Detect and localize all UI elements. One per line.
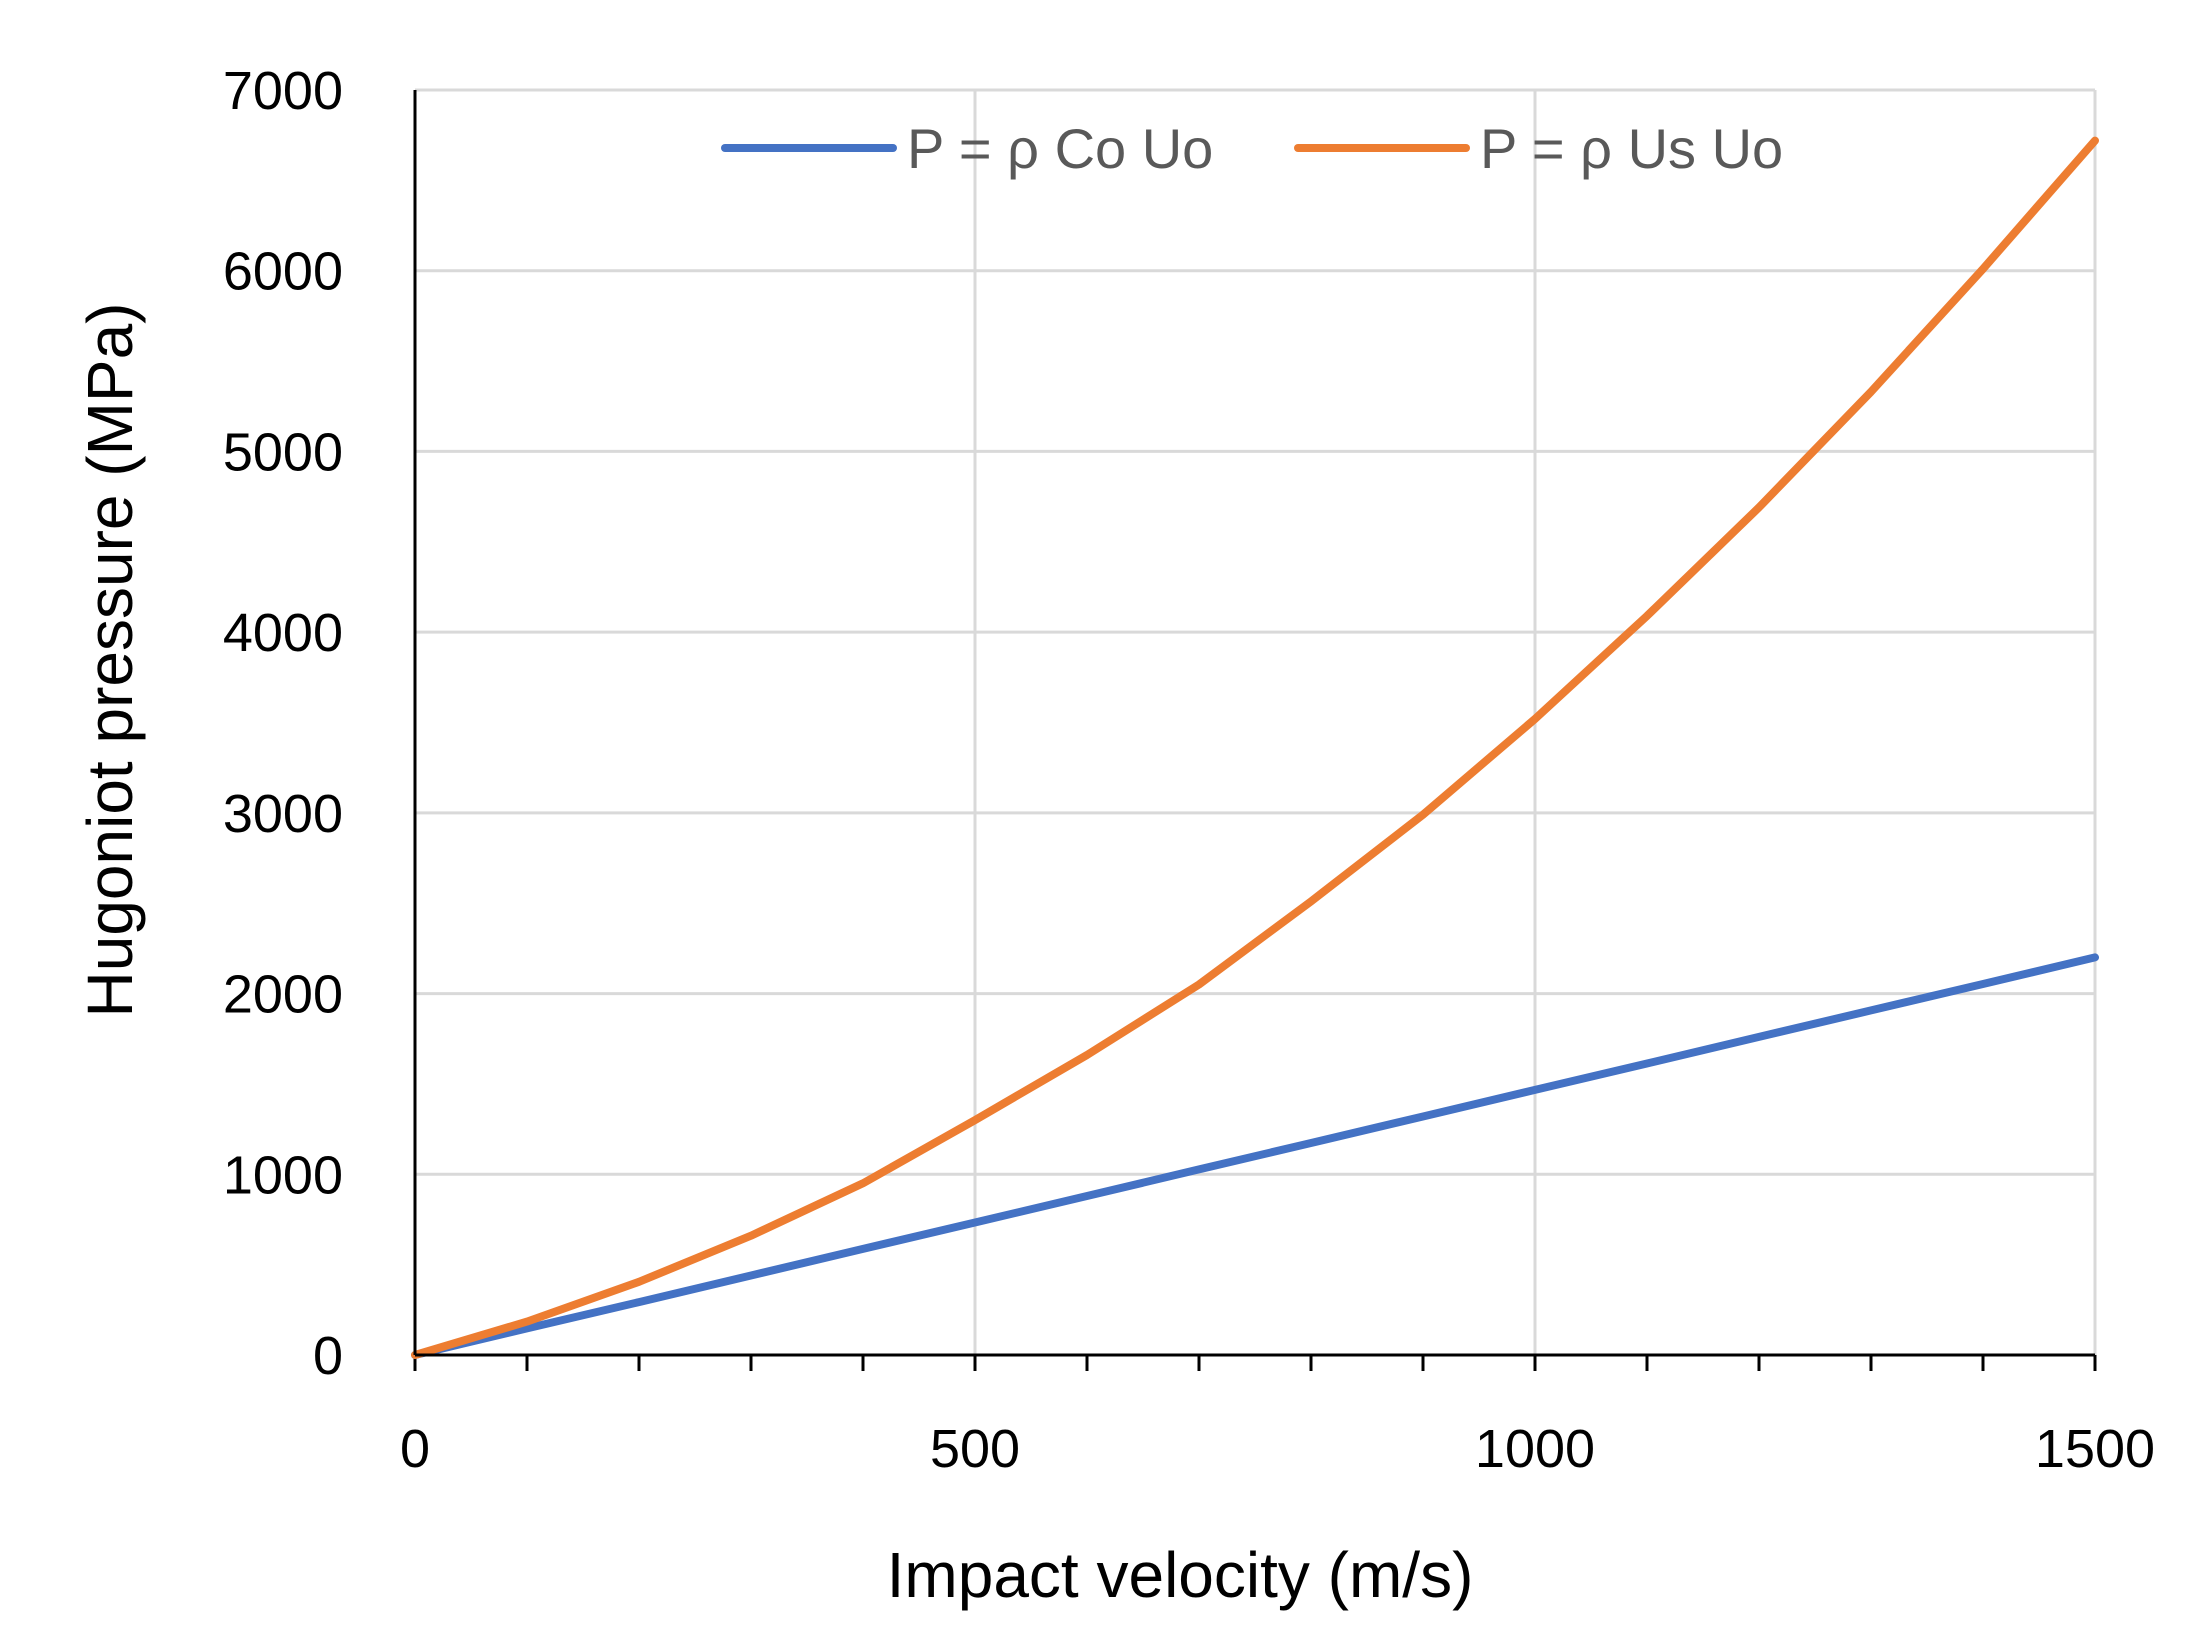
x-tick-label: 1500 bbox=[2035, 1419, 2155, 1479]
y-tick-label: 5000 bbox=[223, 422, 343, 482]
y-tick-label: 4000 bbox=[223, 603, 343, 663]
x-tick-label: 1000 bbox=[1475, 1419, 1595, 1479]
x-axis-label: Impact velocity (m/s) bbox=[887, 1539, 1474, 1611]
series-lines bbox=[411, 136, 2099, 1359]
y-tick-label: 6000 bbox=[223, 242, 343, 302]
legend-label-2: P = ρ Us Uo bbox=[1480, 117, 1783, 180]
y-tick-label: 0 bbox=[313, 1326, 343, 1386]
x-tick-label: 500 bbox=[930, 1419, 1020, 1479]
y-tick-labels: 0 1000 2000 3000 4000 5000 6000 7000 bbox=[223, 61, 343, 1386]
x-minor-ticks bbox=[413, 1355, 2097, 1371]
legend: P = ρ Co Uo P = ρ Us Uo bbox=[721, 117, 1783, 180]
y-tick-label: 1000 bbox=[223, 1145, 343, 1205]
y-axis-label: Hugoniot pressure (MPa) bbox=[74, 303, 146, 1018]
gridlines bbox=[415, 88, 2097, 1355]
y-tick-label: 2000 bbox=[223, 965, 343, 1025]
x-tick-label: 0 bbox=[400, 1419, 430, 1479]
legend-label-1: P = ρ Co Uo bbox=[907, 117, 1213, 180]
series-line-1 bbox=[411, 953, 2099, 1359]
y-tick-label: 7000 bbox=[223, 61, 343, 121]
series-line-2 bbox=[411, 136, 2099, 1359]
x-tick-labels: 0 500 1000 1500 bbox=[400, 1419, 2155, 1479]
axes bbox=[413, 90, 2095, 1357]
y-tick-label: 3000 bbox=[223, 784, 343, 844]
